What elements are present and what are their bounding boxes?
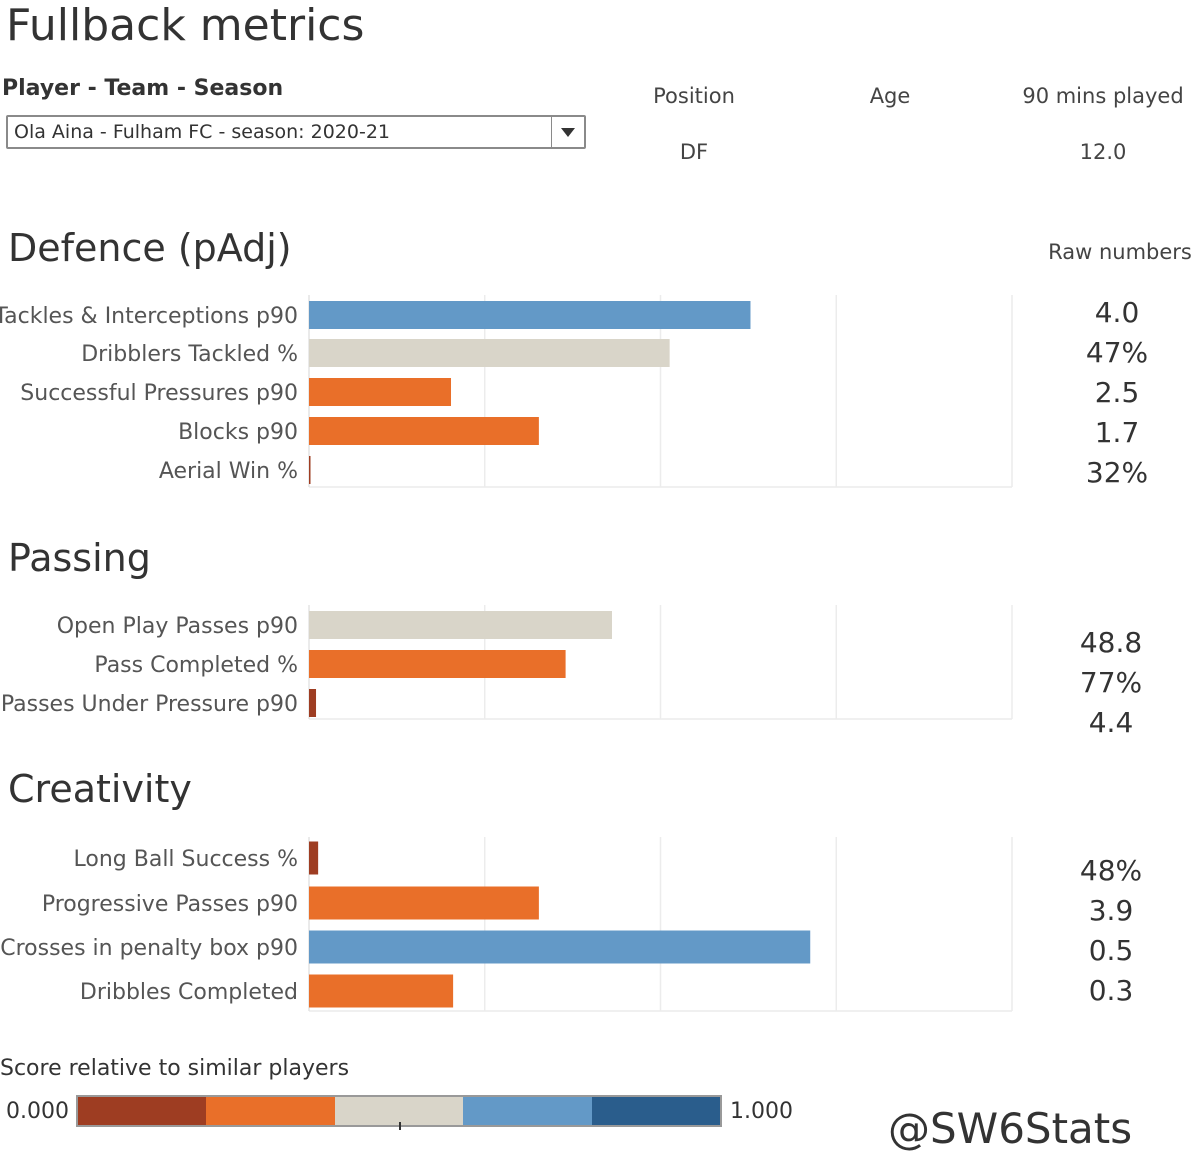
raw-value: 48% — [1079, 854, 1143, 887]
legend-tick — [399, 1122, 401, 1130]
raw-numbers-header: Raw numbers — [1048, 240, 1192, 264]
raw-value: 4.0 — [1094, 296, 1140, 329]
bar[interactable] — [309, 339, 670, 367]
category-label: Long Ball Success % — [74, 847, 298, 872]
creativity-section-title: Creativity — [8, 767, 192, 811]
minutes-header: 90 mins played — [1022, 84, 1184, 108]
raw-value: 2.5 — [1094, 376, 1140, 409]
chart-1: Open Play Passes p90 Pass Completed % Pass… — [1, 605, 1013, 720]
bar[interactable] — [309, 650, 566, 678]
legend-segment — [206, 1097, 335, 1125]
raw-value: 4.4 — [1088, 706, 1134, 739]
category-label: Successful Pressures p90 — [20, 381, 298, 406]
raw-value: 48.8 — [1079, 626, 1143, 659]
chart-2: Long Ball Success % Progressive Passes p9… — [0, 837, 1013, 1012]
category-label: Open Play Passes p90 — [57, 614, 298, 639]
bar[interactable] — [309, 841, 319, 875]
raw-value: 77% — [1079, 666, 1143, 699]
category-label: Blocks p90 — [178, 420, 298, 445]
bar[interactable] — [309, 689, 317, 717]
legend-segment — [78, 1097, 207, 1125]
player-selector-dropdown[interactable]: Ola Aina - Fulham FC - season: 2020-21 — [6, 115, 586, 149]
raw-value: 47% — [1085, 336, 1149, 369]
category-label: Crosses in penalty box p90 — [0, 936, 298, 961]
bar[interactable] — [309, 611, 612, 639]
watermark: @SW6Stats — [888, 1104, 1133, 1153]
selector-value: Ola Aina - Fulham FC - season: 2020-21 — [14, 121, 391, 143]
age-header: Age — [869, 84, 911, 108]
defence-section-title: Defence (pAdj) — [8, 226, 292, 270]
page-title: Fullback metrics — [6, 0, 365, 51]
legend-segment — [463, 1097, 592, 1125]
category-label: Tackles & Interceptions p90 — [0, 304, 298, 329]
legend-min-label: 0.000 — [6, 1099, 69, 1124]
bar[interactable] — [309, 886, 539, 920]
raw-value: 3.9 — [1088, 894, 1134, 927]
legend-segment — [591, 1097, 721, 1125]
bar[interactable] — [309, 930, 811, 964]
position-header: Position — [653, 84, 735, 108]
legend-max-label: 1.000 — [730, 1099, 793, 1124]
raw-value: 0.3 — [1088, 974, 1134, 1007]
bar[interactable] — [309, 378, 452, 406]
category-label: Aerial Win % — [159, 459, 298, 484]
bar[interactable] — [309, 456, 311, 484]
position-value: DF — [679, 140, 709, 164]
selector-divider — [551, 117, 552, 147]
raw-value: 0.5 — [1088, 934, 1134, 967]
legend-segment — [334, 1097, 464, 1125]
bar[interactable] — [309, 417, 539, 445]
passing-section-title: Passing — [8, 536, 151, 580]
category-label: Passes Under Pressure p90 — [1, 692, 298, 717]
bar[interactable] — [309, 301, 751, 329]
minutes-value: 12.0 — [1079, 140, 1127, 164]
category-label: Pass Completed % — [94, 653, 298, 678]
category-label: Dribblers Tackled % — [81, 342, 298, 367]
bar[interactable] — [309, 974, 454, 1008]
raw-value: 1.7 — [1094, 416, 1140, 449]
chart-0: Tackles & Interceptions p90 Dribblers Tac… — [0, 295, 1013, 488]
category-label: Progressive Passes p90 — [42, 892, 298, 917]
category-label: Dribbles Completed — [80, 980, 298, 1005]
selector-label: Player - Team - Season — [2, 76, 284, 101]
raw-value: 32% — [1085, 456, 1149, 489]
legend-title: Score relative to similar players — [0, 1056, 350, 1081]
dropdown-arrow-icon[interactable] — [552, 117, 584, 147]
